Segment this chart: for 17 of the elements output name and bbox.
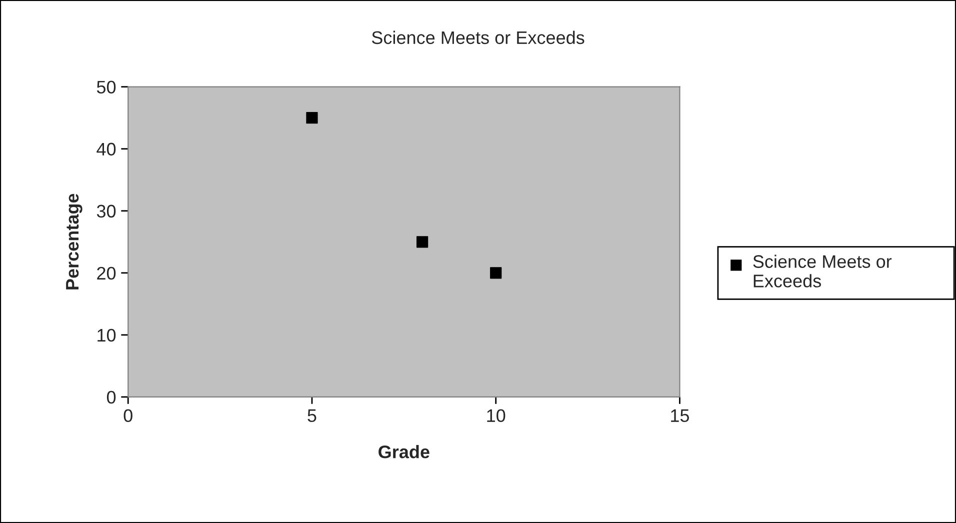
legend-label: Science Meets or Exceeds (753, 254, 892, 288)
y-tick-label: 10 (98, 328, 116, 342)
y-axis-title: Percentage (66, 194, 82, 290)
point (416, 236, 428, 248)
point (490, 267, 502, 279)
y-tick-label: 30 (96, 204, 116, 218)
y-tick-label: 20 (97, 266, 116, 280)
y-tick-label: 40 (96, 142, 116, 156)
chart-title: Science Meets or Exceeds (372, 30, 584, 44)
point (306, 112, 318, 124)
x-tick-label: 5 (308, 409, 316, 422)
x-tick-label: 10 (487, 409, 506, 422)
y-tick-label: 0 (106, 390, 116, 404)
x-tick-label: 0 (124, 409, 132, 422)
y-tick-label: 50 (96, 80, 116, 94)
x-tick-label: 15 (671, 409, 689, 422)
x-axis-title: Grade (378, 445, 430, 458)
